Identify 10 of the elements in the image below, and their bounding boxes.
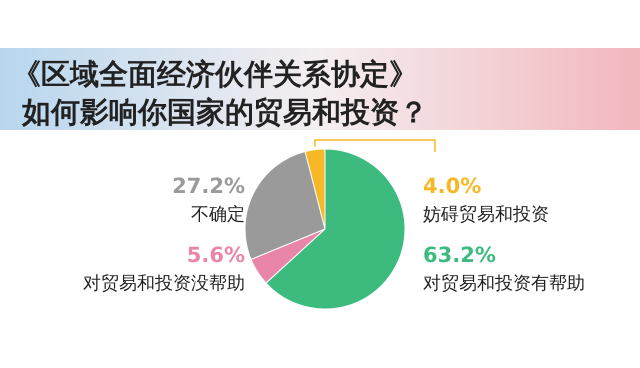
data-label: 4.0% [423, 174, 482, 198]
slice-label: 不确定 [191, 204, 245, 225]
data-label: 63.2% [423, 243, 496, 267]
data-label: 27.2% [172, 174, 245, 198]
slice-label: 对贸易和投资有帮助 [423, 273, 585, 294]
chart-title: 《区域全面经济伙伴关系协定》 [12, 57, 418, 91]
data-label: 5.6% [186, 243, 245, 267]
slice-label: 妨碍贸易和投资 [423, 204, 549, 225]
slice-label: 对贸易和投资没帮助 [83, 273, 245, 294]
chart-subtitle: 如何影响你国家的贸易和投资？ [21, 95, 428, 129]
